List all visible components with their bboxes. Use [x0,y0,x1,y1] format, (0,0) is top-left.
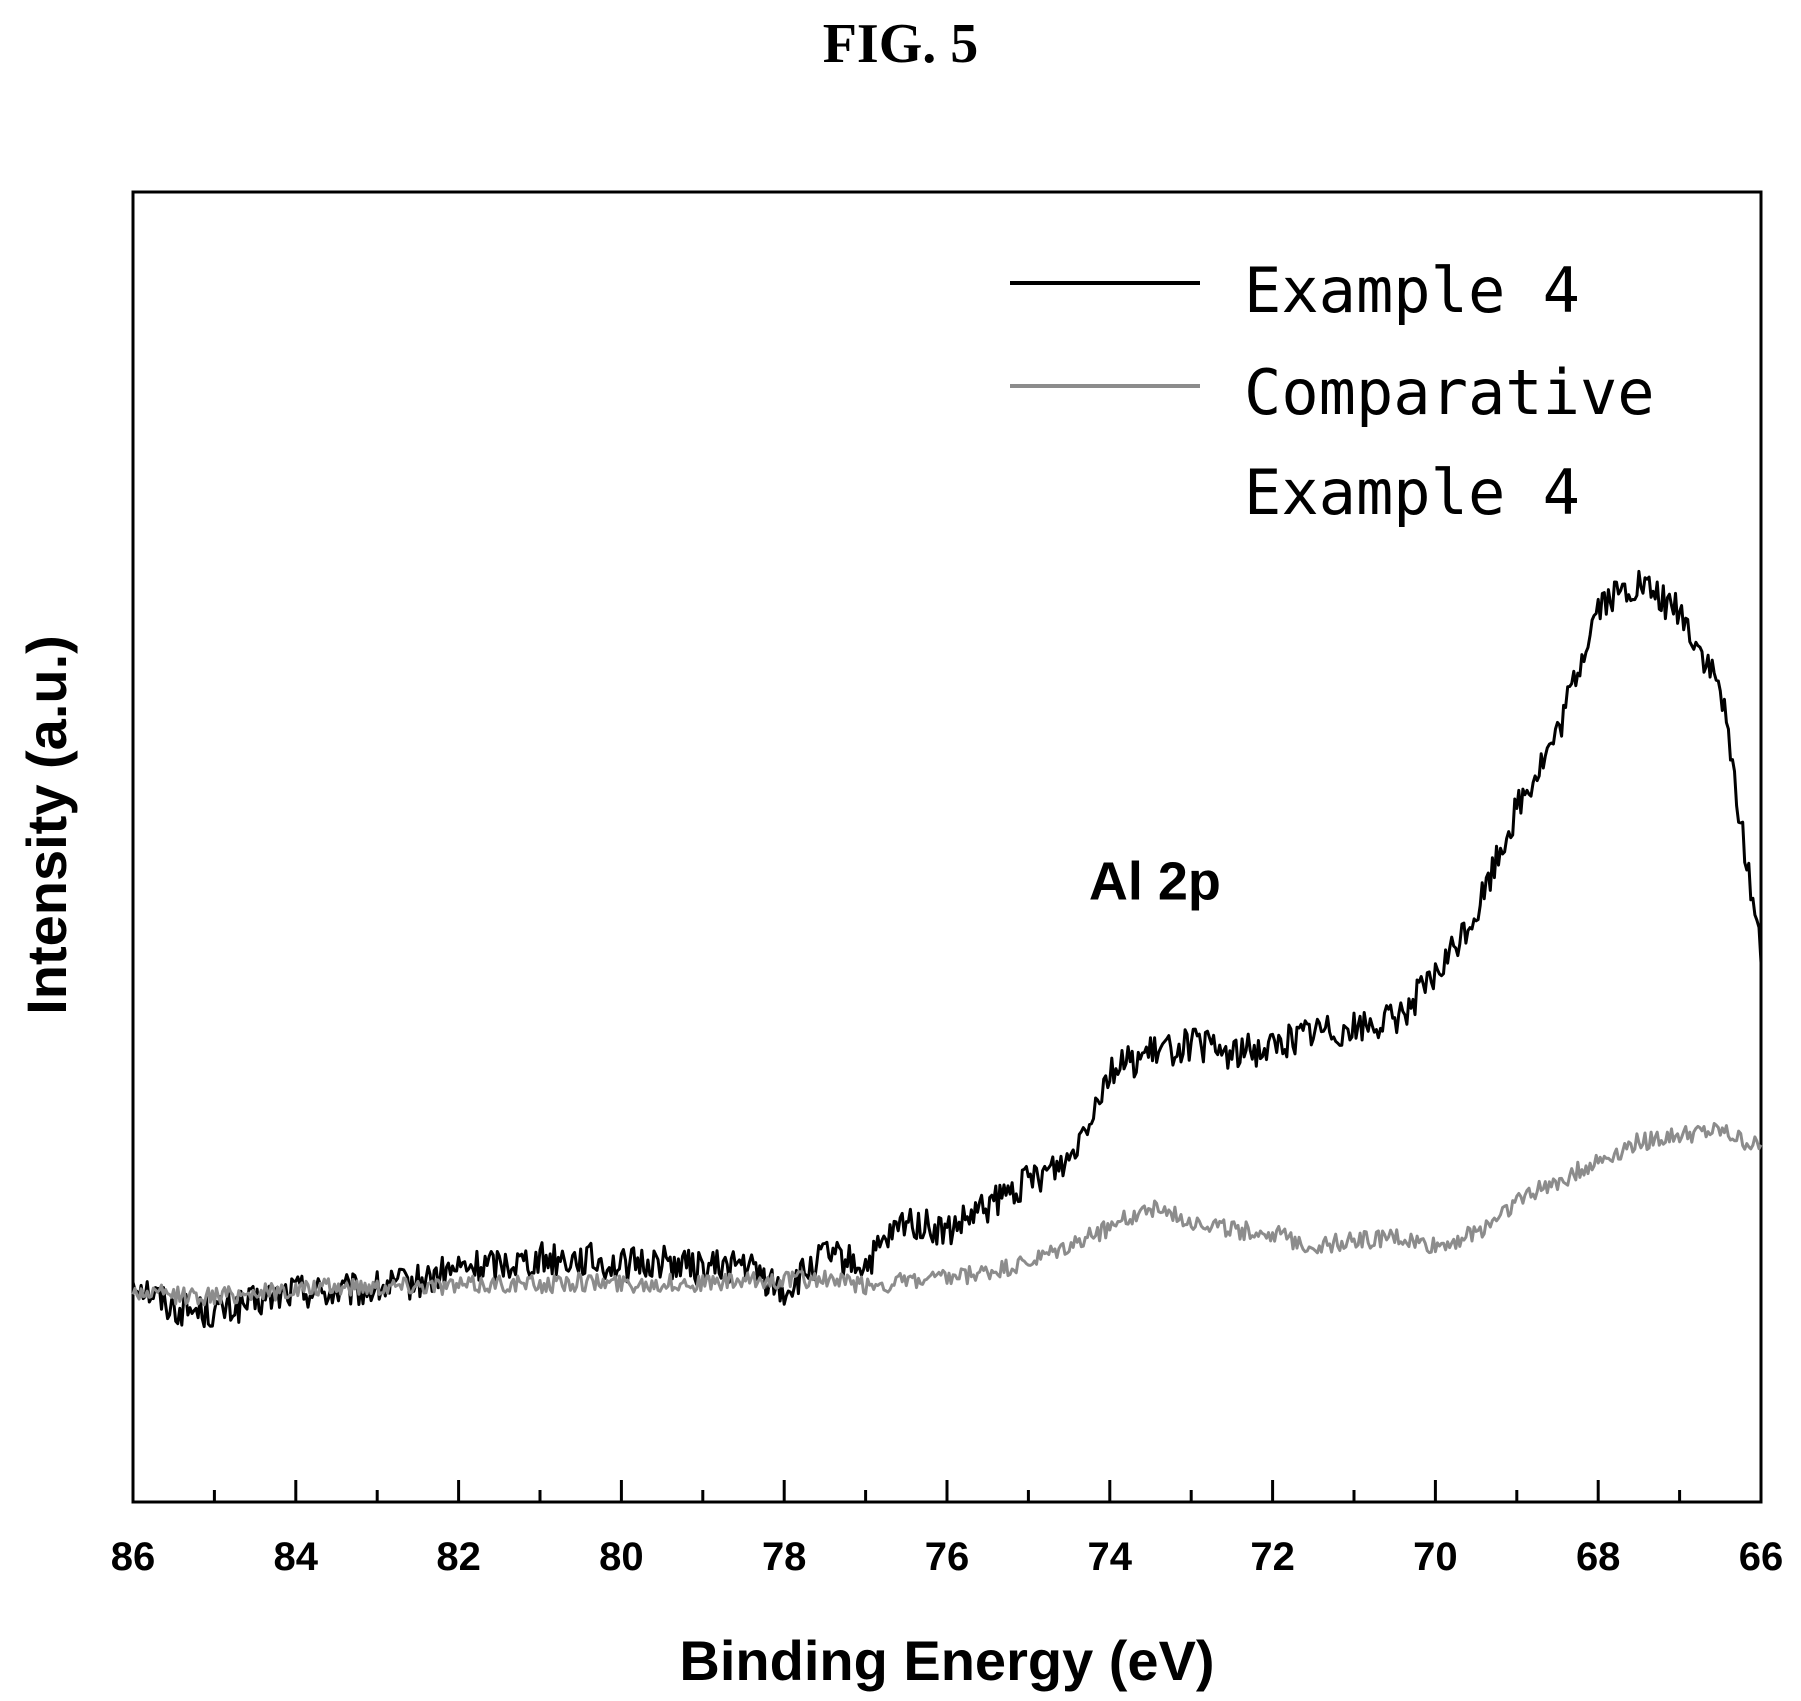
x-tick-label: 68 [1576,1535,1621,1579]
x-tick-label: 66 [1739,1535,1784,1579]
x-tick-label: 80 [599,1535,644,1579]
legend-label-comparative-example-4: Comparative Example 4 [1244,356,1655,529]
figure-title: FIG. 5 [822,13,979,75]
y-axis-label: Intensity (a.u.) [15,635,78,1015]
legend-label-example-4: Example 4 [1244,254,1580,327]
x-tick-label: 82 [436,1535,481,1579]
x-axis-label: Binding Energy (eV) [679,1629,1214,1692]
x-tick-label: 84 [274,1535,319,1579]
annotation-al-2p: Al 2p [1089,851,1221,911]
series-group [131,569,1763,1329]
x-tick-label: 78 [762,1535,807,1579]
legend: Example 4 Comparative Example 4 [1010,254,1655,529]
x-tick-label: 74 [1088,1535,1133,1579]
x-tick-label: 76 [925,1535,970,1579]
series-line-comparative-example-4 [131,1122,1763,1307]
x-axis-tick-labels: 86 84 82 80 78 76 74 72 70 68 66 [111,1535,1784,1579]
series-line-example-4 [131,569,1763,1329]
x-tick-label: 70 [1413,1535,1458,1579]
x-tick-label: 86 [111,1535,156,1579]
x-tick-label: 72 [1250,1535,1295,1579]
x-axis-ticks [131,1480,1763,1502]
